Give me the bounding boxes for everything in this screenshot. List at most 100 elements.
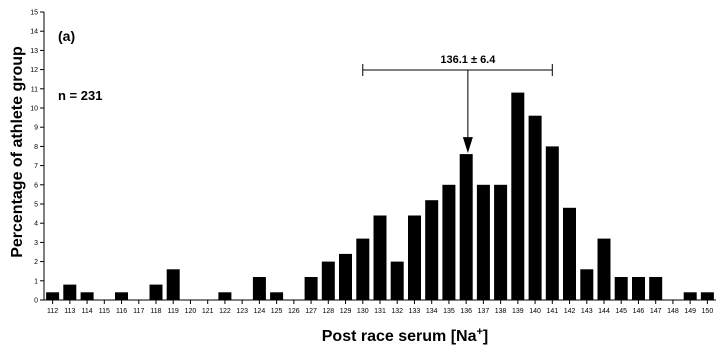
bar-119 — [166, 269, 180, 300]
x-tick-label: 146 — [633, 308, 645, 315]
x-tick-label: 141 — [546, 308, 558, 315]
x-axis-title-end: ] — [483, 328, 488, 345]
x-tick-label: 133 — [409, 308, 421, 315]
x-tick-label: 132 — [391, 308, 403, 315]
n-label: n = 231 — [58, 88, 102, 103]
y-axis-title: Percentage of athlete group — [9, 46, 26, 258]
bar-130 — [356, 238, 370, 300]
bar-114 — [80, 292, 94, 300]
x-tick-label: 150 — [702, 308, 714, 315]
bar-136 — [459, 154, 473, 300]
y-tick-label: 7 — [34, 163, 38, 170]
bar-145 — [614, 277, 628, 300]
x-tick-label: 126 — [288, 308, 300, 315]
y-tick-label: 11 — [31, 86, 38, 93]
y-tick-label: 9 — [34, 125, 38, 132]
x-tick-label: 124 — [254, 308, 266, 315]
bar-141 — [545, 146, 559, 300]
bar-146 — [632, 277, 645, 300]
y-tick-label: 13 — [30, 48, 38, 55]
x-tick-label: 130 — [357, 308, 369, 315]
bar-128 — [321, 261, 335, 300]
x-tick-label: 122 — [219, 308, 231, 315]
x-tick-label: 131 — [374, 308, 386, 315]
bar-124 — [252, 277, 266, 300]
x-tick-label: 140 — [529, 308, 541, 315]
mean-sd-label: 136.1 ± 6.4 — [440, 54, 496, 66]
x-tick-label: 142 — [564, 308, 576, 315]
x-tick-label: 125 — [271, 308, 283, 315]
x-tick-label: 148 — [667, 308, 679, 315]
x-tick-label: 137 — [478, 308, 490, 315]
bar-132 — [390, 261, 404, 300]
y-tick-label: 6 — [34, 182, 38, 189]
x-tick-label: 139 — [512, 308, 524, 315]
x-tick-label: 113 — [64, 308, 75, 315]
bar-112 — [46, 292, 60, 300]
bar-116 — [115, 292, 128, 300]
bar-150 — [700, 292, 714, 300]
bar-149 — [683, 292, 697, 300]
x-tick-label: 112 — [47, 308, 58, 315]
bar-143 — [580, 269, 594, 300]
x-tick-label: 136 — [460, 308, 472, 315]
x-axis: 112 113 114 115 116 117 118 119 120 121 122 123 124 1… — [44, 299, 716, 315]
bar-127 — [304, 277, 318, 300]
bar-118 — [149, 284, 163, 300]
mean-arrow-head — [462, 137, 473, 154]
y-tick-label: 12 — [30, 67, 38, 74]
bar-147 — [649, 277, 663, 300]
x-tick-label: 143 — [581, 308, 593, 315]
x-tick-label: 144 — [598, 308, 610, 315]
x-axis-title-sup: + — [476, 326, 482, 338]
bar-142 — [563, 207, 576, 300]
x-axis-title-main: Post race serum [Na — [322, 328, 477, 345]
x-tick-label: 138 — [495, 308, 507, 315]
y-tick-label: 4 — [34, 221, 38, 228]
x-axis-title: Post race serum [Na+] — [322, 326, 489, 345]
x-tick-label: 118 — [150, 308, 161, 315]
y-tick-label: 8 — [34, 144, 38, 151]
x-tick-label: 145 — [615, 308, 627, 315]
x-tick-label: 147 — [650, 308, 662, 315]
bar-140 — [528, 115, 542, 300]
y-tick-label: 2 — [34, 259, 38, 266]
bar-144 — [597, 238, 611, 300]
bar-122 — [218, 292, 232, 300]
x-tick-label: 115 — [99, 308, 110, 315]
x-tick-label: 120 — [185, 308, 197, 315]
x-tick-label: 121 — [202, 308, 214, 315]
y-tick-label: 0 — [34, 298, 38, 305]
y-tick-label: 3 — [34, 240, 38, 247]
x-tick-label: 149 — [684, 308, 696, 315]
y-tick-label: 14 — [30, 29, 38, 36]
y-tick-label: 1 — [34, 278, 38, 285]
x-tick-label: 134 — [426, 308, 438, 315]
bar-134 — [425, 200, 439, 300]
bar-113 — [63, 284, 77, 300]
y-tick-label: 10 — [30, 106, 38, 113]
mean-sd-annotation: 136.1 ± 6.4 — [362, 54, 553, 154]
bar-139 — [511, 92, 525, 300]
x-tick-label: 119 — [168, 308, 179, 315]
bars-group — [46, 92, 714, 300]
bar-135 — [442, 184, 456, 300]
bar-138 — [494, 184, 508, 300]
y-tick-label: 15 — [30, 10, 38, 17]
bar-133 — [408, 215, 421, 300]
x-tick-label: 116 — [116, 308, 127, 315]
panel-label: (a) — [58, 28, 75, 44]
bar-129 — [339, 253, 352, 300]
x-tick-label: 135 — [443, 308, 455, 315]
y-tick-label: 5 — [34, 202, 38, 209]
x-tick-label: 123 — [236, 308, 248, 315]
x-tick-label: 128 — [322, 308, 334, 315]
x-tick-label: 129 — [340, 308, 352, 315]
bar-137 — [476, 184, 490, 300]
x-tick-label: 117 — [133, 308, 144, 315]
x-tick-label: 114 — [81, 308, 92, 315]
x-tick-label: 127 — [305, 308, 317, 315]
bar-125 — [270, 292, 284, 300]
